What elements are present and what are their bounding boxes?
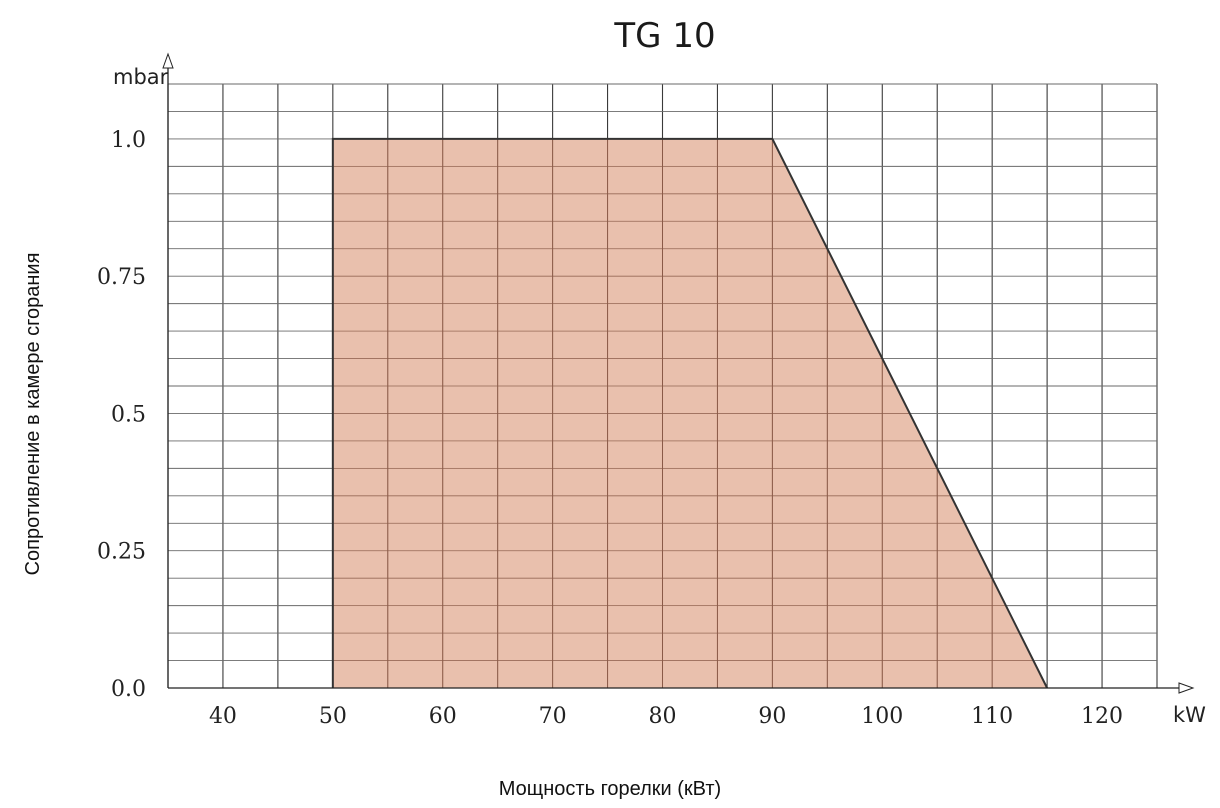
y-axis-arrow bbox=[162, 52, 174, 69]
x-axis-title: Мощность горелки (кВт) bbox=[499, 778, 721, 800]
x-tick-label: 70 bbox=[539, 704, 567, 729]
working-field-boundary bbox=[331, 137, 1049, 689]
tick-labels: 40 50 60 70 80 90 100 110 120 0.0 0.25 0.5 0.75 1.0 bbox=[97, 128, 1123, 729]
y-tick-label: 0.0 bbox=[111, 677, 146, 702]
y-tick-label: 0.5 bbox=[111, 402, 146, 427]
x-tick-label: 50 bbox=[319, 704, 347, 729]
x-tick-label: 100 bbox=[861, 704, 903, 729]
y-axis-title: Сопротивление в камере сгорания bbox=[22, 253, 44, 576]
x-tick-label: 80 bbox=[649, 704, 677, 729]
x-tick-label: 40 bbox=[209, 704, 237, 729]
x-axis-unit: kW bbox=[1173, 703, 1206, 727]
y-tick-label: 1.0 bbox=[111, 128, 146, 153]
x-tick-label: 110 bbox=[971, 704, 1013, 729]
x-tick-label: 120 bbox=[1081, 704, 1123, 729]
x-tick-label: 60 bbox=[429, 704, 457, 729]
x-tick-label: 90 bbox=[758, 704, 786, 729]
x-axis-arrow bbox=[1178, 682, 1195, 694]
chart-title: TG 10 bbox=[613, 16, 715, 56]
y-tick-label: 0.25 bbox=[97, 540, 146, 565]
y-axis-unit: mbar bbox=[113, 65, 169, 89]
plot-area bbox=[331, 137, 1049, 689]
y-tick-label: 0.75 bbox=[97, 265, 146, 290]
axes bbox=[162, 52, 1195, 694]
